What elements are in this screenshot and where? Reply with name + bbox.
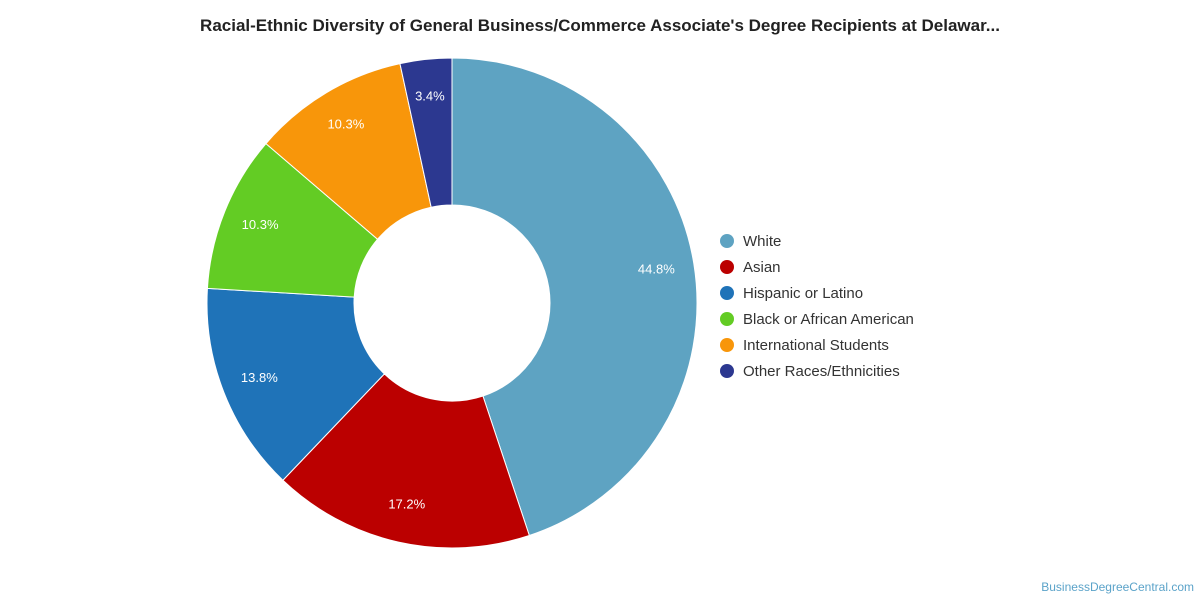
slice-label: 44.8% — [638, 261, 675, 276]
legend-item[interactable]: Other Races/Ethnicities — [720, 358, 914, 384]
chart-title: Racial-Ethnic Diversity of General Busin… — [200, 16, 1000, 35]
slice-hispanic-or-latino[interactable] — [206, 287, 386, 481]
slice-label: 3.4% — [415, 89, 445, 104]
slice-label: 10.3% — [327, 117, 364, 132]
legend-item[interactable]: Hispanic or Latino — [720, 280, 914, 306]
legend-item[interactable]: International Students — [720, 332, 914, 358]
legend-item[interactable]: White — [720, 228, 914, 254]
legend-label: Other Races/Ethnicities — [743, 362, 900, 380]
slice-black-or-african-american[interactable] — [206, 142, 379, 298]
chart-legend: White Asian Hispanic or Latino Black or Afr… — [720, 228, 914, 384]
legend-item[interactable]: Black or African American — [720, 306, 914, 332]
slice-label: 10.3% — [242, 217, 279, 232]
legend-swatch — [720, 286, 734, 300]
legend-item[interactable]: Asian — [720, 254, 914, 280]
slice-asian[interactable] — [282, 373, 530, 549]
legend-label: International Students — [743, 336, 889, 354]
legend-swatch — [720, 234, 734, 248]
slice-label: 17.2% — [388, 496, 425, 511]
legend-label: Asian — [743, 258, 781, 276]
slice-white[interactable] — [451, 57, 698, 537]
legend-label: White — [743, 232, 782, 250]
slice-international-students[interactable] — [265, 62, 432, 240]
legend-label: Black or African American — [743, 310, 914, 328]
legend-swatch — [720, 338, 734, 352]
legend-swatch — [720, 364, 734, 378]
legend-swatch — [720, 260, 734, 274]
slice-label: 13.8% — [241, 370, 278, 385]
source-credit[interactable]: BusinessDegreeCentral.com — [1041, 580, 1194, 594]
slice-other-races-ethnicities[interactable] — [399, 57, 453, 208]
legend-swatch — [720, 312, 734, 326]
legend-label: Hispanic or Latino — [743, 284, 864, 302]
